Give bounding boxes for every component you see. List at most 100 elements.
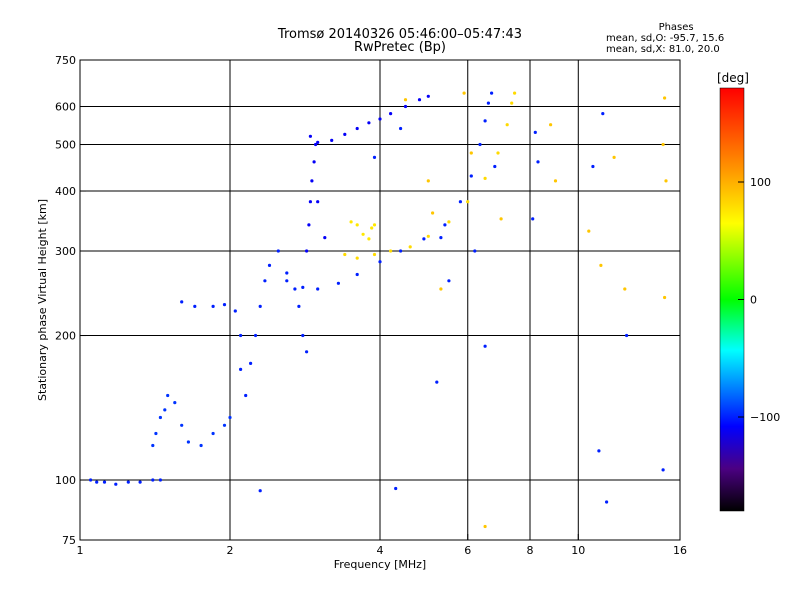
y-tick-label: 400 [55, 185, 76, 198]
data-point [163, 408, 167, 412]
data-point [531, 217, 535, 221]
colorbar-tick-label: −100 [750, 411, 780, 424]
data-point [483, 344, 487, 348]
data-point [663, 96, 667, 100]
data-point [285, 279, 289, 283]
x-tick-label: 1 [77, 544, 84, 557]
data-point [355, 223, 359, 227]
colorbar-tick-label: 0 [750, 294, 757, 307]
data-point [314, 142, 318, 147]
data-point [285, 271, 289, 275]
data-point [426, 179, 430, 183]
data-point [447, 220, 451, 224]
data-point [186, 440, 190, 444]
data-point [536, 160, 540, 164]
data-point [447, 279, 451, 283]
data-point [605, 500, 609, 504]
data-point [426, 234, 430, 238]
data-point [439, 236, 443, 240]
data-point [591, 164, 595, 169]
y-tick-label: 750 [55, 54, 76, 67]
data-point [158, 415, 162, 420]
chart-subtitle: RwPretec (Bp) [353, 40, 447, 55]
data-point [166, 393, 170, 398]
data-point [486, 101, 490, 105]
x-axis-label: Frequency [MHz] [334, 558, 426, 571]
data-point [323, 236, 327, 240]
data-point [151, 478, 155, 482]
data-point [367, 237, 371, 241]
y-tick-label: 300 [55, 245, 76, 258]
data-point [95, 480, 99, 484]
phase-info-heading: Phases [658, 22, 694, 33]
data-point [244, 393, 248, 398]
data-point [154, 431, 158, 436]
phase-info: Phases mean, sd,O: -95.7, 15.6 mean, sd,… [606, 22, 724, 55]
data-point [367, 121, 371, 125]
data-point [378, 117, 382, 121]
data-point [505, 123, 509, 127]
data-point [661, 142, 665, 147]
data-point [89, 478, 93, 482]
data-point [370, 226, 374, 230]
data-point [305, 350, 309, 354]
data-point [372, 223, 377, 227]
axes: 1 2 4 6 8 10 16 75 100 200 300 400 500 600 750 [55, 54, 687, 557]
data-point [403, 104, 408, 109]
data-point [661, 468, 665, 472]
data-point [599, 263, 603, 267]
data-point [330, 138, 334, 142]
data-point [297, 304, 301, 308]
data-point [249, 361, 253, 365]
data-point [308, 200, 312, 204]
x-tick-label: 16 [673, 544, 687, 557]
data-point [239, 367, 243, 371]
data-point [361, 232, 365, 236]
data-point [267, 263, 272, 267]
data-point [310, 179, 314, 183]
data-point [458, 200, 462, 204]
data-point [664, 179, 668, 183]
data-points [89, 91, 668, 529]
x-tick-label: 4 [377, 544, 384, 557]
data-point [469, 174, 473, 178]
data-point [316, 140, 320, 144]
y-tick-label: 500 [55, 139, 76, 152]
data-point [490, 91, 494, 95]
x-tick-label: 10 [571, 544, 585, 557]
data-point [483, 119, 487, 123]
data-point [394, 486, 398, 491]
data-point [343, 252, 347, 257]
colorbar-tick-label: 100 [750, 176, 771, 189]
data-point [211, 431, 215, 436]
data-point [316, 200, 320, 204]
data-point [435, 380, 439, 384]
y-axis-label: Stationary phase Virtual Height [km] [36, 199, 49, 401]
data-point [312, 160, 316, 164]
data-point [493, 164, 497, 169]
data-point [372, 155, 377, 159]
phase-info-x-line: mean, sd,X: 81.0, 20.0 [606, 44, 720, 55]
data-point [102, 480, 107, 484]
data-point [239, 333, 243, 338]
data-point [258, 489, 262, 493]
data-point [587, 229, 591, 233]
x-tick-label: 2 [227, 544, 234, 557]
data-point [473, 249, 477, 253]
data-point [355, 126, 359, 131]
data-point [462, 91, 466, 95]
chart-title: Tromsø 20140326 05:46:00–05:47:43 [277, 27, 523, 42]
data-point [180, 423, 184, 427]
data-point [399, 249, 403, 253]
data-point [408, 245, 412, 249]
y-tick-label: 600 [55, 101, 76, 114]
data-point [553, 179, 558, 183]
data-point [301, 333, 305, 338]
data-point [355, 256, 359, 260]
data-point [228, 415, 232, 420]
data-point [483, 176, 487, 180]
data-point [510, 101, 514, 105]
data-point [173, 401, 177, 405]
data-point [625, 333, 629, 338]
